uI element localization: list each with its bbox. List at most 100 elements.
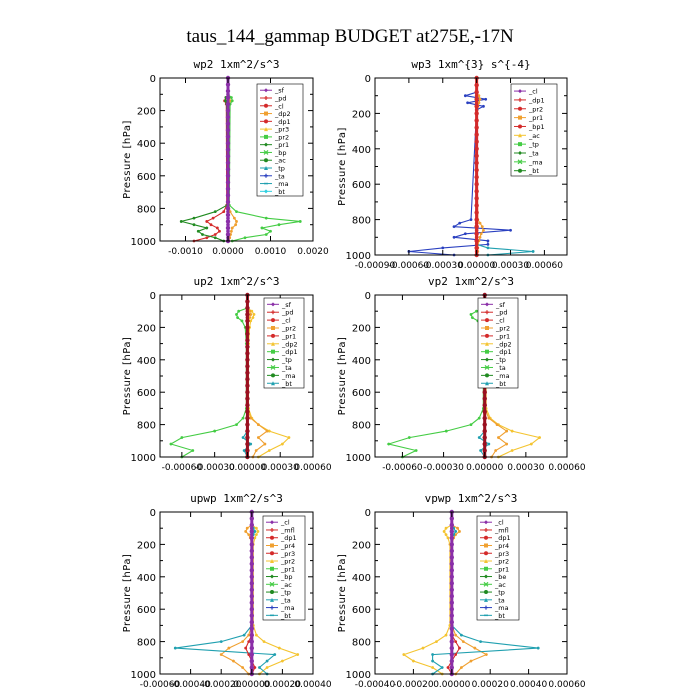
data-point [454, 640, 458, 643]
legend-label: _ta [274, 172, 285, 180]
zero-profile-marker [474, 210, 479, 215]
chart-panel-3: up2 1xm^2/s^3 Pressure [hPa] 0 200 400 600 800… [122, 275, 332, 473]
legend-label: _pr2 [281, 325, 296, 333]
data-point [287, 436, 291, 439]
zero-profile-marker [225, 95, 231, 100]
x-tick-label: 0.00060 [294, 463, 331, 473]
zero-profile-marker [482, 390, 487, 395]
data-point [205, 236, 209, 240]
zero-profile-marker [225, 141, 231, 146]
data-point [454, 633, 458, 637]
legend-marker [518, 151, 522, 155]
zero-profile-marker [474, 217, 479, 222]
data-point [265, 429, 269, 433]
zero-profile-marker [245, 396, 250, 401]
legend-marker [270, 527, 274, 532]
legend-label: _pr3 [494, 550, 509, 558]
data-point [452, 235, 456, 239]
data-point [254, 449, 258, 452]
zero-profile-marker [225, 147, 231, 152]
data-point [232, 216, 236, 220]
zero-profile-marker [474, 160, 479, 166]
zero-profile-marker [474, 182, 479, 187]
legend-marker [518, 124, 522, 129]
chart-panel-5: upwp 1xm^2/s^3 Pressure [hPa] 0 200 400 600 80… [122, 492, 332, 690]
zero-profile-marker [449, 665, 454, 670]
zero-profile-marker [245, 370, 250, 375]
zero-profile-marker [249, 574, 254, 579]
plot-frame [374, 294, 568, 458]
data-point [247, 640, 251, 643]
data-point [479, 449, 482, 452]
legend-marker [484, 566, 488, 571]
data-point [209, 223, 213, 227]
zero-profile-marker [474, 132, 479, 137]
zero-profile-marker [482, 396, 487, 401]
data-point [480, 225, 484, 229]
x-tick-label: 0.00060 [548, 463, 585, 473]
y-tick-label: 600 [352, 388, 371, 399]
data-point [442, 530, 446, 533]
y-tick-label: 800 [352, 421, 371, 432]
legend-label: _pd [495, 309, 508, 317]
x-tick-label: -0.00060 [389, 261, 430, 271]
data-point [281, 659, 284, 663]
legend-label: _pr1 [494, 565, 509, 573]
y-tick-label: 200 [352, 109, 371, 120]
legend-label: _pr2 [528, 105, 543, 113]
y-tick-label: 600 [352, 605, 371, 616]
legend-marker [264, 111, 268, 116]
y-tick-label: 400 [352, 573, 371, 584]
zero-profile-marker [225, 206, 231, 211]
legend-marker [518, 97, 522, 102]
data-point [473, 646, 477, 650]
zero-profile-marker [249, 613, 254, 618]
data-point [230, 226, 234, 230]
y-tick-label: 800 [352, 638, 371, 649]
legend-marker [518, 168, 522, 173]
legend-marker [271, 326, 275, 330]
legend-label: _ta [280, 596, 291, 604]
zero-profile-marker [245, 344, 250, 350]
legend-label: _pr3 [280, 550, 295, 558]
legend-marker [270, 520, 274, 525]
data-point [256, 530, 260, 533]
y-tick-label: 1000 [346, 670, 371, 681]
x-tick-label: -0.00060 [162, 463, 203, 473]
legend-label: _pr1 [274, 141, 289, 149]
legend-marker [271, 373, 275, 378]
zero-profile-marker [474, 174, 479, 180]
zero-profile-marker [449, 626, 454, 631]
legend-box [256, 83, 304, 197]
data-point [477, 416, 481, 420]
legend-label: _dp2 [281, 340, 298, 348]
legend-label: _pr2 [280, 558, 295, 566]
x-tick-label: -0.00030 [423, 261, 464, 271]
legend-label: _ma [495, 372, 510, 380]
legend-label: _pr1 [280, 565, 295, 573]
legend-label: _ac [494, 581, 506, 589]
data-point [191, 449, 195, 452]
data-point [461, 640, 465, 643]
zero-profile-marker [225, 101, 231, 107]
data-point [232, 659, 235, 663]
legend-marker [270, 597, 274, 602]
legend-marker [270, 559, 274, 564]
y-tick-label: 800 [352, 216, 371, 227]
data-point [265, 659, 269, 663]
data-point [267, 429, 271, 433]
data-point [264, 233, 268, 236]
zero-profile-marker [249, 555, 254, 560]
x-tick-label: 0.00030 [492, 261, 529, 271]
zero-profile-marker [482, 441, 487, 447]
zero-profile-marker [449, 555, 454, 560]
data-point [254, 526, 258, 530]
data-point [482, 104, 485, 108]
panel-title: vpwp 1xm^2/s^3 [425, 492, 518, 505]
y-axis-label: Pressure [hPa] [337, 337, 348, 416]
legend-label: _bt [274, 188, 285, 196]
zero-profile-marker [245, 325, 250, 330]
legend-marker [484, 527, 488, 532]
zero-profile-marker [449, 516, 454, 521]
